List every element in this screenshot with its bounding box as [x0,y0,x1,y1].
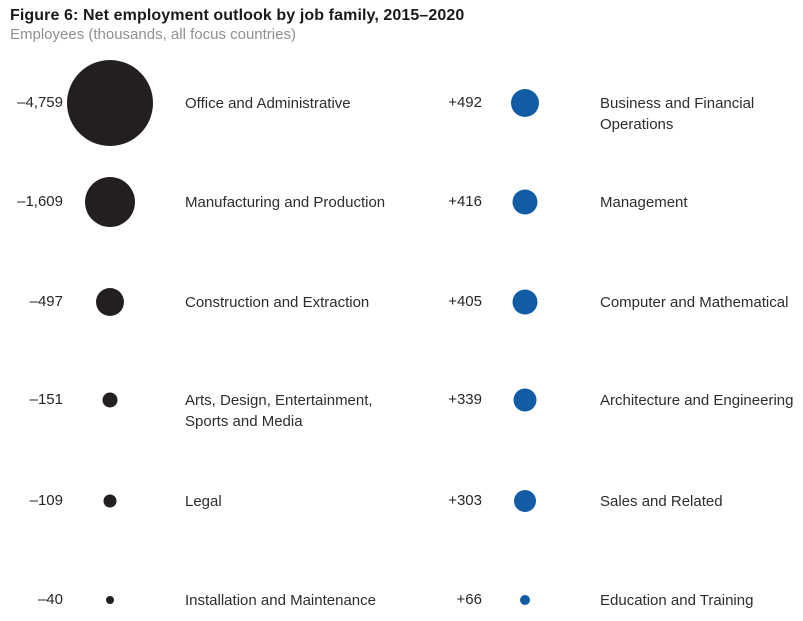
value-label: –4,759 [17,94,63,111]
bubble [512,189,538,215]
job-label: Computer and Mathematical [600,293,789,311]
value-label: +416 [448,193,482,210]
bubble [513,388,537,412]
job-label: Legal [185,492,222,510]
value-label: –1,609 [17,193,63,210]
figure-title: Figure 6: Net employment outlook by job … [10,7,465,24]
figure-subtitle: Employees (thousands, all focus countrie… [10,26,296,43]
job-label: Manufacturing and Production [185,193,386,211]
bubble [514,490,536,512]
job-label: Sales and Related [600,492,723,510]
job-label: Installation and Maintenance [185,591,376,609]
bubble [102,392,118,408]
bubble [85,177,135,227]
bubble [512,289,538,315]
value-label: +66 [456,591,482,608]
value-label: –497 [29,293,63,310]
value-label: –109 [29,492,63,509]
bubble [96,288,124,316]
job-label: Construction and Extraction [185,293,370,311]
bubble [103,494,117,508]
job-label: Management [600,193,688,211]
job-label: Arts, Design, Entertainment, Sports and … [185,391,373,430]
job-label: Business and Financial Operations [600,94,755,133]
value-label: +492 [448,94,482,111]
bubble [511,89,539,117]
value-label: –151 [29,391,63,408]
job-label: Architecture and Engineering [600,391,794,409]
value-label: +405 [448,293,482,310]
bubble [67,60,153,146]
job-label: Office and Administrative [185,94,351,112]
job-label: Education and Training [600,591,754,609]
bubble [520,595,530,605]
value-label: –40 [37,591,63,608]
value-label: +339 [448,391,482,408]
bubble [106,596,114,604]
value-label: +303 [448,492,482,509]
